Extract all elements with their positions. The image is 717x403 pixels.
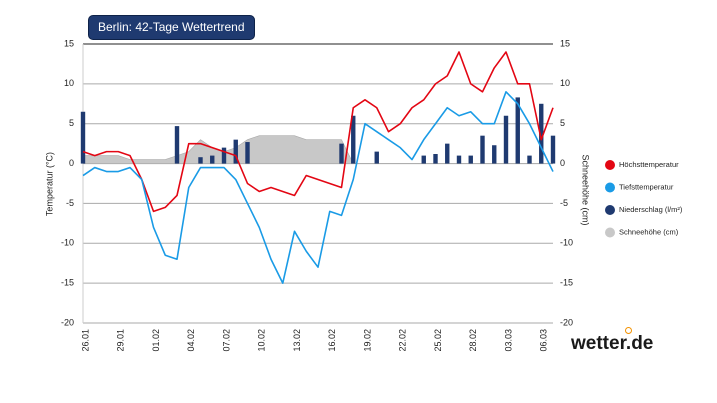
temperature-line	[82, 91, 554, 284]
legend-marker	[605, 205, 615, 215]
precip-bar	[503, 115, 509, 164]
y-tick-label: 0	[69, 158, 74, 168]
x-tick-label: 22.02	[398, 329, 408, 352]
y2-tick-label: 15	[560, 38, 570, 48]
y2-tick-label: 5	[560, 118, 565, 128]
precip-bar	[433, 154, 438, 164]
precip-bar	[445, 143, 450, 164]
y2-tick-label: 0	[560, 158, 565, 168]
precip-bar	[539, 103, 544, 164]
precip-bar	[468, 155, 473, 164]
precip-bar	[245, 142, 250, 164]
y-axis-label: Temperatur (°C)	[44, 152, 54, 216]
logo: wetter.de	[571, 333, 654, 354]
precip-bar	[221, 147, 227, 164]
precip-bar	[374, 151, 379, 164]
precip-bar	[421, 155, 426, 164]
x-tick-label: 01.02	[151, 329, 161, 352]
precip-bar	[480, 135, 485, 164]
y-tick-label: 10	[64, 78, 74, 88]
precip-bar	[174, 126, 180, 164]
y-tick-label: 5	[69, 118, 74, 128]
y-tick-label: -5	[66, 198, 74, 208]
y2-tick-label: -5	[560, 198, 568, 208]
x-tick-label: 19.02	[362, 329, 372, 352]
legend-marker	[605, 182, 615, 193]
legend-marker	[605, 227, 615, 238]
precip-bar	[527, 155, 532, 164]
y-tick-label: -15	[61, 278, 74, 288]
temperature-line	[82, 51, 554, 213]
x-tick-label: 07.02	[221, 329, 231, 352]
precip-bar	[456, 155, 462, 164]
snow-area	[82, 135, 553, 164]
precip-bar	[198, 157, 203, 164]
precip-bar	[210, 155, 215, 164]
y2-tick-label: -10	[560, 238, 573, 248]
x-tick-label: 16.02	[327, 329, 337, 352]
x-tick-label: 29.01	[116, 329, 126, 352]
y2-tick-label: 10	[560, 78, 570, 88]
legend-label: Tiefsttemperatur	[619, 182, 674, 191]
precip-bar	[80, 111, 86, 164]
y-tick-label: 15	[64, 38, 74, 48]
precip-bar	[351, 115, 356, 164]
y-tick-label: -10	[61, 238, 74, 248]
legend-marker	[605, 160, 615, 170]
y2-tick-label: -15	[560, 278, 573, 288]
x-tick-label: 13.02	[292, 329, 302, 352]
precip-bar	[550, 135, 556, 164]
precip-bar	[515, 97, 520, 164]
logo-dot	[625, 327, 632, 334]
y2-tick-label: -20	[560, 317, 573, 327]
x-tick-label: 28.02	[468, 329, 478, 352]
y2-axis-label: Schneehöhe (cm)	[581, 154, 591, 225]
precip-bar	[339, 143, 344, 164]
legend-label: Niederschlag (l/m²)	[619, 205, 683, 214]
legend-label: Höchsttemperatur	[619, 160, 679, 169]
x-tick-label: 03.03	[503, 329, 513, 352]
precip-bar	[233, 139, 238, 164]
x-tick-label: 04.02	[186, 329, 196, 352]
y-tick-label: -20	[61, 317, 74, 327]
precip-bar	[492, 145, 497, 164]
chart-title: Berlin: 42-Tage Wettertrend	[88, 15, 255, 40]
x-tick-label: 06.03	[539, 329, 549, 352]
x-tick-label: 26.01	[80, 329, 90, 352]
x-tick-label: 25.02	[433, 329, 443, 352]
legend-label: Schneehöhe (cm)	[619, 227, 679, 236]
x-tick-label: 10.02	[257, 329, 267, 352]
